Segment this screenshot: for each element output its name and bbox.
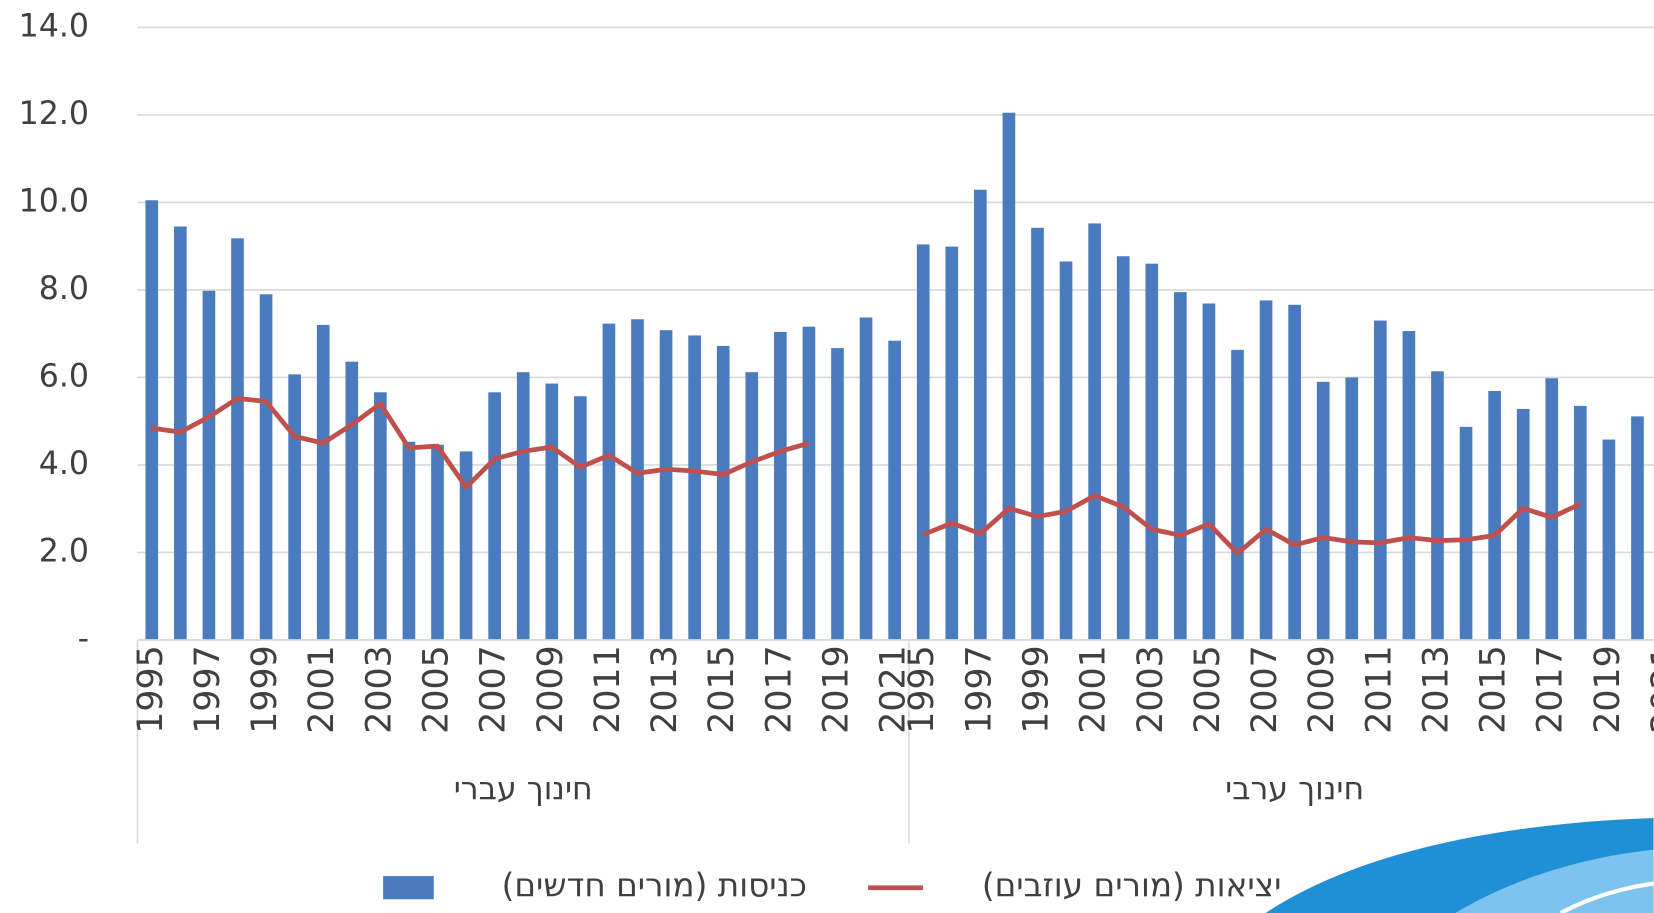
- page: {"chart_data": { "type": "bar_line", "ca…: [0, 0, 1654, 913]
- bar: [145, 200, 158, 640]
- bar: [1631, 416, 1644, 640]
- x-tick-label: 1997: [188, 645, 228, 734]
- x-tick-label: 2015: [702, 645, 742, 734]
- bar: [631, 319, 644, 640]
- x-tick-label: 2003: [1131, 645, 1171, 734]
- bar: [374, 392, 387, 640]
- bar: [974, 190, 987, 640]
- bar: [288, 374, 301, 640]
- bar: [1403, 331, 1416, 640]
- legend-label: יציאות (מורים עוזבים): [982, 867, 1282, 905]
- bar: [1203, 303, 1216, 639]
- bar: [1174, 292, 1187, 640]
- bar: [660, 330, 673, 640]
- bar: [1231, 350, 1244, 640]
- legend-label: כניסות (מורים חדשים): [502, 867, 807, 905]
- y-tick-label: 6.0: [39, 358, 89, 394]
- bar: [1317, 382, 1330, 640]
- x-tick-label: 2017: [1531, 645, 1571, 734]
- bar: [1260, 300, 1273, 640]
- bar: [1088, 223, 1101, 640]
- x-tick-label: 2001: [1074, 645, 1114, 734]
- bar: [1545, 378, 1558, 640]
- x-tick-label: 2021: [1645, 645, 1654, 734]
- bar: [831, 348, 844, 640]
- bar: [1288, 305, 1301, 640]
- bar: [1488, 391, 1501, 640]
- legend-swatch: [383, 876, 434, 899]
- bar: [603, 324, 616, 640]
- y-tick-label: 4.0: [39, 446, 89, 482]
- bar: [745, 372, 758, 640]
- x-tick-label: 2011: [1359, 645, 1399, 734]
- bar: [1031, 228, 1044, 640]
- x-tick-label: 1999: [1016, 645, 1056, 734]
- x-tick-label: 2013: [645, 645, 685, 734]
- x-tick-label: 2019: [816, 645, 856, 734]
- x-tick-label: 2005: [1188, 645, 1228, 734]
- bar: [517, 372, 530, 640]
- y-tick-label: 12.0: [19, 96, 89, 132]
- x-tick-label: 1995: [131, 645, 171, 734]
- x-tick-label: 1995: [902, 645, 942, 734]
- bar: [803, 327, 816, 640]
- x-tick-label: 2001: [302, 645, 342, 734]
- x-tick-label: 2003: [359, 645, 399, 734]
- bar: [945, 247, 958, 640]
- bar: [688, 335, 701, 640]
- bar: [1345, 377, 1358, 640]
- bar: [1003, 113, 1016, 640]
- group-label: חינוך ערבי: [1225, 772, 1364, 808]
- bar: [317, 325, 330, 640]
- bar: [1374, 321, 1387, 640]
- x-tick-label: 2015: [1474, 645, 1514, 734]
- x-tick-label: 2013: [1416, 645, 1456, 734]
- bar: [403, 442, 416, 640]
- bar: [888, 341, 901, 640]
- x-tick-label: 1997: [959, 645, 999, 734]
- bar: [717, 346, 730, 640]
- y-tick-label: 10.0: [19, 183, 89, 219]
- x-tick-label: 2007: [474, 645, 514, 734]
- bar: [1145, 264, 1158, 640]
- bar: [431, 445, 444, 640]
- bar: [774, 332, 787, 640]
- bar: [203, 291, 216, 640]
- x-tick-label: 2009: [1302, 645, 1342, 734]
- x-tick-label: 2019: [1588, 645, 1628, 734]
- bar: [1517, 409, 1530, 640]
- bar: [1460, 427, 1473, 640]
- x-tick-label: 2017: [759, 645, 799, 734]
- y-tick-label: 2.0: [39, 533, 89, 569]
- x-tick-label: 2011: [588, 645, 628, 734]
- bar: [260, 294, 273, 640]
- chart: - 2.0 4.0 6.0 8.0 10.0 12.0 14.0 חינוך עברי חינוך…: [0, 0, 1654, 913]
- x-tick-label: 2009: [531, 645, 571, 734]
- x-tick-label: 2007: [1245, 645, 1285, 734]
- y-tick-label: -: [78, 621, 89, 657]
- bar: [1603, 440, 1616, 640]
- bar: [488, 392, 501, 640]
- x-tick-label: 1999: [245, 645, 285, 734]
- bar: [231, 238, 244, 640]
- bar: [345, 362, 358, 640]
- y-tick-label: 14.0: [19, 8, 89, 44]
- bar: [1431, 371, 1444, 640]
- group-label: חינוך עברי: [454, 772, 593, 808]
- bar: [1574, 406, 1587, 640]
- bar: [917, 244, 930, 640]
- x-tick-label: 2005: [416, 645, 456, 734]
- bar: [1060, 261, 1073, 639]
- bar: [1117, 256, 1130, 640]
- bar: [860, 317, 873, 639]
- bar: [545, 384, 558, 640]
- bar: [574, 396, 587, 640]
- y-tick-label: 8.0: [39, 271, 89, 307]
